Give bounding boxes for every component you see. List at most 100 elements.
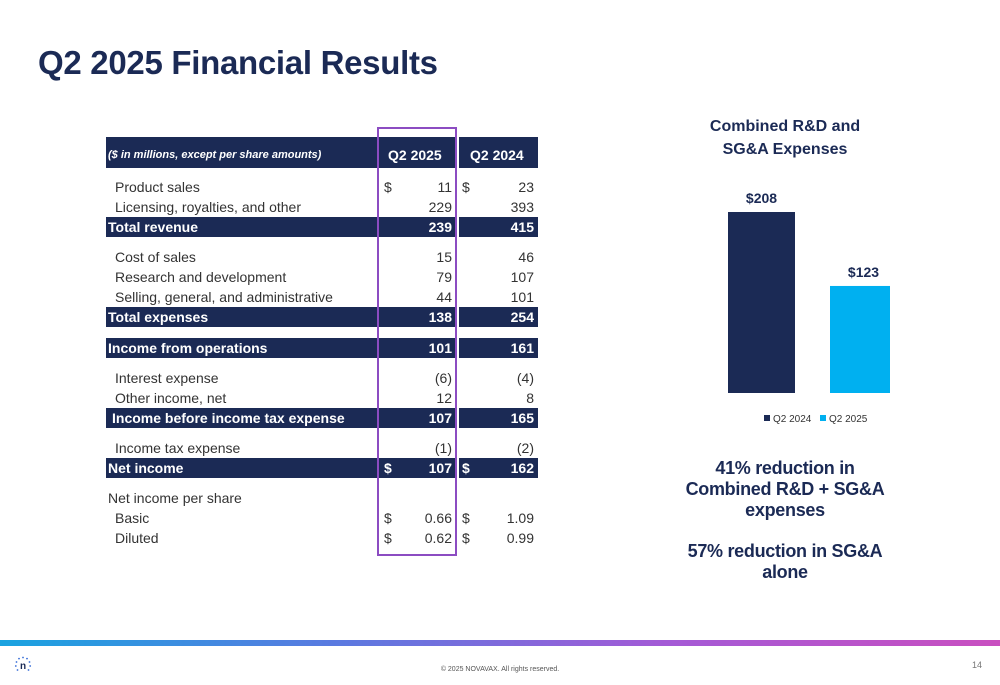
table-row: Diluted $ 0.62 $ 0.99 — [106, 528, 538, 548]
legend-label: Q2 2025 — [829, 414, 868, 425]
value-q2-2024: (4) — [516, 370, 534, 386]
value-q2-2024: 254 — [510, 309, 534, 325]
bar-q2-2024 — [728, 212, 795, 393]
row-label: Diluted — [115, 530, 159, 546]
table-row: Income tax expense (1) (2) — [106, 438, 538, 458]
row-label: Income tax expense — [115, 440, 241, 456]
row-label: Licensing, royalties, and other — [115, 199, 301, 215]
row-label: Other income, net — [115, 390, 227, 406]
value-q2-2024: 107 — [510, 269, 534, 285]
table-row-income-before-tax: Income before income tax expense 107 165 — [106, 408, 538, 428]
column-divider — [457, 458, 459, 478]
page-number: 14 — [971, 660, 982, 670]
row-label: Interest expense — [115, 370, 219, 386]
column-divider — [457, 338, 459, 358]
row-label: Net income per share — [108, 490, 242, 506]
currency-sign: $ — [384, 510, 392, 526]
value-q2-2025: 107 — [428, 410, 452, 426]
value-q2-2024: 0.99 — [506, 530, 534, 546]
value-q2-2025: (6) — [434, 370, 452, 386]
col-header-q2-2024: Q2 2024 — [470, 147, 524, 163]
value-q2-2024: 415 — [510, 219, 534, 235]
page-title: Q2 2025 Financial Results — [38, 44, 438, 81]
row-label: Product sales — [115, 179, 200, 195]
value-q2-2025: 239 — [428, 219, 452, 235]
currency-sign: $ — [384, 179, 392, 195]
value-q2-2024: 101 — [510, 289, 534, 305]
row-label: Research and development — [115, 269, 287, 285]
value-q2-2024: 165 — [510, 410, 534, 426]
chart-title: Combined R&D and SG&A Expenses — [709, 118, 861, 158]
value-q2-2025: 138 — [428, 309, 452, 325]
column-divider — [457, 307, 459, 327]
value-q2-2025: 15 — [436, 249, 452, 265]
table-row: Other income, net 12 8 — [106, 388, 538, 408]
currency-sign: $ — [462, 530, 470, 546]
table-header: ($ in millions, except per share amounts… — [106, 137, 538, 168]
bar-q2-2025 — [830, 285, 890, 393]
value-q2-2025: 101 — [428, 340, 452, 356]
row-label: Basic — [115, 510, 150, 526]
value-q2-2025: 11 — [437, 179, 452, 195]
reduction-note-sga: 57% reduction in SG&A alone — [687, 541, 883, 582]
reduction-note-combined: 41% reduction in Combined R&D + SG&A exp… — [685, 458, 885, 520]
data-label: $123 — [848, 264, 879, 280]
currency-sign: $ — [384, 460, 392, 476]
legend-swatch — [764, 415, 770, 421]
q2-2025-highlight-box — [377, 127, 457, 556]
currency-sign: $ — [462, 179, 470, 195]
novavax-logo-icon: n — [14, 656, 32, 672]
col-header-q2-2025: Q2 2025 — [388, 147, 442, 163]
value-q2-2025: 0.62 — [424, 530, 452, 546]
table-row: Research and development 79 107 — [106, 267, 538, 287]
expenses-bar-chart: $208 $123 Q2 2024 Q2 2025 — [728, 190, 890, 425]
value-q2-2025: 107 — [428, 460, 452, 476]
row-label: Net income — [108, 460, 184, 476]
copyright-text: © 2025 NOVAVAX. All rights reserved. — [440, 666, 560, 673]
row-label: Cost of sales — [115, 249, 196, 265]
table-row-total-revenue: Total revenue 239 415 — [106, 217, 538, 237]
value-q2-2024: 393 — [510, 199, 534, 215]
table-row: Basic $ 0.66 $ 1.09 — [106, 508, 538, 528]
table-row: Selling, general, and administrative 44 … — [106, 287, 538, 307]
table-row-section: Net income per share — [106, 488, 538, 508]
logo-letter: n — [20, 661, 26, 672]
footer-gradient-line — [0, 640, 1000, 646]
value-q2-2024: 161 — [510, 340, 534, 356]
row-label: Total expenses — [108, 309, 209, 325]
value-q2-2024: 162 — [510, 460, 534, 476]
value-q2-2025: 12 — [436, 390, 452, 406]
currency-sign: $ — [462, 460, 470, 476]
value-q2-2024: 1.09 — [506, 510, 534, 526]
column-divider — [457, 137, 459, 168]
row-label: Selling, general, and administrative — [115, 289, 333, 305]
value-q2-2025: 44 — [436, 289, 452, 305]
data-label: $208 — [746, 190, 777, 206]
value-q2-2025: 229 — [428, 199, 452, 215]
table-row: Interest expense (6) (4) — [106, 368, 538, 388]
table-row-net-income: Net income $ 107 $ 162 — [106, 458, 538, 478]
currency-sign: $ — [462, 510, 470, 526]
table-row: Product sales $ 11 $ 23 — [106, 177, 538, 197]
financial-table: ($ in millions, except per share amounts… — [106, 137, 538, 548]
legend-swatch — [820, 415, 826, 421]
value-q2-2025: 0.66 — [424, 510, 452, 526]
value-q2-2025: (1) — [434, 440, 452, 456]
row-label: Income before income tax expense — [112, 410, 345, 426]
value-q2-2024: (2) — [516, 440, 534, 456]
table-row-total-expenses: Total expenses 138 254 — [106, 307, 538, 327]
column-divider — [457, 217, 459, 237]
value-q2-2025: 79 — [436, 269, 452, 285]
value-q2-2024: 46 — [518, 249, 534, 265]
column-divider — [457, 408, 459, 428]
value-q2-2024: 8 — [526, 390, 534, 406]
row-label: Total revenue — [108, 219, 198, 235]
row-label: Income from operations — [108, 340, 268, 356]
table-row: Licensing, royalties, and other 229 393 — [106, 197, 538, 217]
currency-sign: $ — [384, 530, 392, 546]
table-units-label: ($ in millions, except per share amounts… — [108, 149, 322, 161]
legend-label: Q2 2024 — [773, 414, 812, 425]
table-row: Cost of sales 15 46 — [106, 247, 538, 267]
table-row-income-from-operations: Income from operations 101 161 — [106, 338, 538, 358]
value-q2-2024: 23 — [518, 179, 534, 195]
